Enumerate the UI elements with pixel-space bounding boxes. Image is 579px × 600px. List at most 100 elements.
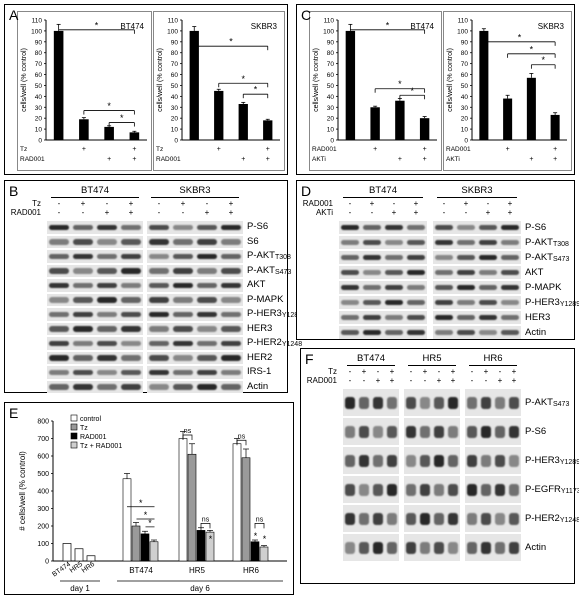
blot-band-label: P-AKTS473	[247, 265, 291, 276]
blot-band	[359, 396, 369, 409]
blot-band	[448, 541, 458, 554]
panel-f-blot: BT474 HR5 HR6 Tz - + - + - + - + - + - + RAD001- - + + - - + + -…	[301, 349, 579, 585]
blot-band	[385, 239, 403, 246]
day6-bar	[149, 541, 159, 562]
chart-title: SKBR3	[538, 22, 565, 31]
blot-band	[385, 299, 403, 306]
blot-band	[49, 268, 69, 274]
blot-band	[495, 425, 505, 438]
blot-band-label: P-S6	[525, 426, 546, 437]
blot-band	[509, 483, 519, 496]
blot-band	[406, 396, 416, 409]
blot-band-name: P-HER3	[247, 308, 282, 320]
treatment-mark: +	[82, 146, 86, 153]
blot-band-label: IRS-1	[247, 366, 271, 377]
blot-band	[345, 483, 355, 496]
blot-strip	[465, 476, 521, 503]
blot-strip	[343, 505, 399, 532]
y-tick-label: 10	[171, 127, 179, 134]
blot-band	[479, 314, 497, 321]
blot-band	[221, 253, 241, 260]
blot-band	[73, 355, 93, 361]
panel-e: E 0 100 200 300 400 500 600 700 800 # cells/well …	[4, 402, 294, 595]
blot-band	[173, 224, 193, 231]
day1-label: day 1	[70, 584, 90, 593]
blot-strip	[47, 235, 143, 248]
blot-band	[49, 239, 69, 245]
blot-treatment-mark: +	[413, 208, 419, 217]
blot-band-site: T308	[552, 240, 569, 248]
blot-group-label: HR5	[422, 353, 442, 364]
blot-band	[341, 299, 359, 306]
ns-label: ns	[238, 433, 246, 440]
blot-band-label: P-S6	[525, 222, 546, 233]
blot-band	[481, 396, 491, 409]
blot-band	[73, 282, 93, 289]
panel-c-chart-1-svg: 0 10 20 30 40 50 60 70 80 90 100 110 cells/well (% c…	[312, 18, 437, 163]
blot-strip	[47, 279, 143, 292]
blot-strip	[404, 534, 460, 561]
chart-title: BT474	[410, 22, 434, 31]
blot-strip	[339, 221, 427, 234]
panel-c-chart-1: 0 10 20 30 40 50 60 70 80 90 100 110 cells/well (% c…	[309, 11, 442, 171]
y-tick-label: 40	[171, 94, 179, 101]
blot-strip	[404, 418, 460, 445]
blot-band-label: HER3	[247, 323, 272, 334]
legend-label: Tz + RAD001	[80, 443, 122, 450]
blot-treatment-mark: -	[409, 367, 413, 376]
blot-band	[435, 314, 453, 321]
treatment-mark: +	[553, 156, 557, 163]
y-tick-label: 0	[330, 138, 334, 145]
blot-band	[495, 396, 505, 409]
blot-treatment-mark: +	[483, 367, 489, 376]
y-tick-label: 500	[37, 471, 49, 478]
blot-band-name: Actin	[247, 380, 269, 392]
blot-band	[363, 314, 381, 321]
panel-f-label: F	[305, 351, 314, 367]
blot-band	[420, 425, 430, 438]
y-axis-label: cells/well (% control)	[313, 48, 320, 112]
legend-swatch	[70, 414, 78, 422]
blot-band	[501, 254, 519, 261]
blot-strip	[404, 447, 460, 474]
blot-band	[149, 253, 169, 260]
blot-band	[49, 311, 69, 318]
y-tick-label: 100	[31, 28, 42, 35]
treatment-mark: +	[107, 156, 111, 163]
blot-treatment-mark: -	[442, 199, 446, 208]
blot-band-name: P-S6	[525, 221, 547, 233]
treatment-row-label: AKTi	[312, 156, 326, 163]
blot-band	[345, 512, 355, 525]
blot-band-label: P-MAPK	[525, 282, 561, 293]
blot-band-name: P-AKT	[247, 250, 275, 262]
blot-band	[97, 253, 117, 260]
y-tick-label: 100	[457, 28, 468, 35]
blot-band	[121, 340, 141, 347]
blot-band-label: Actin	[247, 381, 268, 392]
blot-treatment-mark: +	[485, 208, 491, 217]
blot-band	[479, 329, 497, 336]
blot-band-label: Actin	[525, 327, 546, 338]
panel-c: C 0 10 20 30 40 50 60 70 80 90 100 110 cells/well (%…	[296, 4, 575, 175]
blot-treatment-mark: -	[362, 376, 366, 385]
sig-star: *	[386, 20, 390, 30]
bar	[345, 30, 356, 141]
blot-band	[341, 254, 359, 261]
blot-band	[173, 282, 193, 289]
y-tick-label: 70	[171, 61, 179, 68]
blot-band-label: Actin	[525, 542, 546, 553]
blot-band	[49, 326, 69, 332]
blot-band-name: HER3	[247, 322, 273, 334]
sig-star: *	[241, 74, 245, 84]
blot-band	[387, 512, 397, 525]
blot-band	[387, 483, 397, 496]
blot-band-name: P-AKT	[525, 396, 553, 408]
treatment-row-label: Tz	[156, 146, 163, 153]
blot-treatment-mark: -	[484, 376, 488, 385]
bar	[395, 100, 405, 140]
sig-star: *	[263, 534, 267, 544]
blot-strip	[47, 293, 143, 306]
blot-band	[173, 355, 193, 361]
day6-bar	[140, 533, 150, 562]
blot-treatment-label: Tz	[32, 199, 41, 208]
